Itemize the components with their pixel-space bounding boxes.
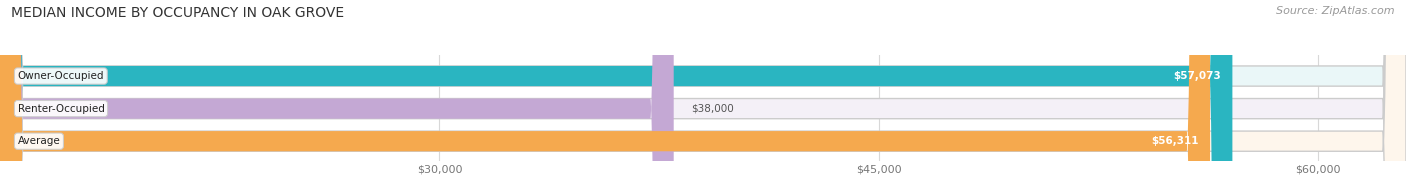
Text: $56,311: $56,311	[1152, 136, 1198, 146]
FancyBboxPatch shape	[0, 0, 673, 196]
Text: Average: Average	[17, 136, 60, 146]
FancyBboxPatch shape	[0, 0, 1211, 196]
Text: $38,000: $38,000	[692, 104, 734, 114]
Text: $57,073: $57,073	[1173, 71, 1220, 81]
Text: MEDIAN INCOME BY OCCUPANCY IN OAK GROVE: MEDIAN INCOME BY OCCUPANCY IN OAK GROVE	[11, 6, 344, 20]
Text: Owner-Occupied: Owner-Occupied	[17, 71, 104, 81]
Text: Renter-Occupied: Renter-Occupied	[17, 104, 104, 114]
Text: Source: ZipAtlas.com: Source: ZipAtlas.com	[1277, 6, 1395, 16]
FancyBboxPatch shape	[0, 0, 1233, 196]
